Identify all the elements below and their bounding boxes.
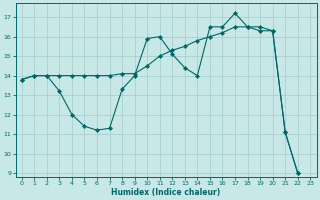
X-axis label: Humidex (Indice chaleur): Humidex (Indice chaleur) <box>111 188 221 197</box>
